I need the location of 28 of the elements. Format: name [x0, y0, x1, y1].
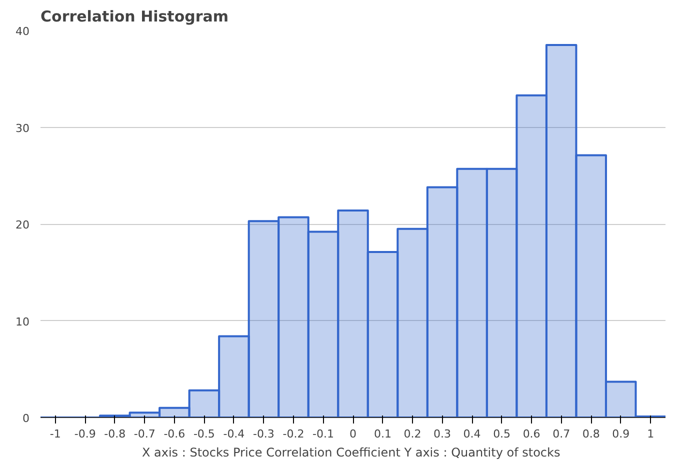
x-tick-label: 1	[647, 428, 654, 440]
x-tick-label: -1	[50, 428, 61, 440]
x-tick-label: -0.2	[282, 428, 304, 440]
y-tick-label: 30	[16, 122, 30, 135]
x-axis-title: X axis : Stocks Price Correlation Coefficient Y axis : Quantity of stocks	[142, 446, 560, 460]
x-tick-label: -0.5	[193, 428, 215, 440]
x-tick-label: -0.4	[223, 428, 245, 440]
x-tick-label: -0.6	[164, 428, 186, 440]
y-tick-label: 0	[22, 412, 30, 425]
y-tick-label: 40	[16, 25, 30, 38]
x-tick-label: 0.2	[404, 428, 422, 440]
x-tick-label: 0.1	[374, 428, 392, 440]
x-tick-label: 0.6	[522, 428, 540, 440]
x-tick-label: 0.9	[612, 428, 630, 440]
x-tick-label: 0.4	[463, 428, 481, 440]
x-tick-label: -0.1	[312, 428, 334, 440]
x-tick-label: 0	[350, 428, 356, 440]
x-tick-label: 0.3	[434, 428, 452, 440]
x-tick-label: -0.3	[252, 428, 274, 440]
x-tick-label: 0.8	[582, 428, 600, 440]
x-tick-label: 0.7	[552, 428, 570, 440]
x-tick-label: 0.5	[493, 428, 511, 440]
y-tick-label: 20	[16, 218, 30, 232]
x-tick-label: -0.7	[134, 428, 156, 440]
x-tick-label: -0.9	[74, 428, 96, 440]
y-tick-label: 10	[16, 315, 30, 328]
x-tick-label: -0.8	[104, 428, 126, 440]
chart-title: Correlation Histogram	[40, 8, 229, 26]
